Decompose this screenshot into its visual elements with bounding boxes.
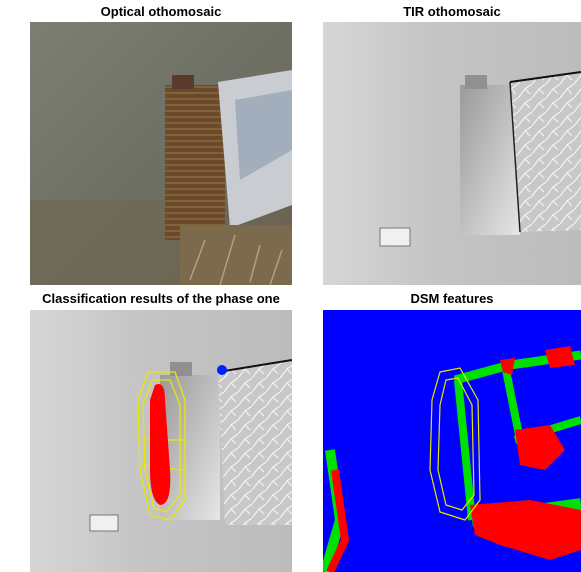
tir-image	[323, 22, 581, 285]
optical-image	[30, 22, 292, 285]
dsm-image	[323, 310, 581, 572]
classification-image	[30, 310, 292, 572]
panel-title: DSM features	[410, 291, 493, 306]
figure: Optical othomosaic TIR othomosaic Classi…	[0, 0, 581, 572]
panel-title: TIR othomosaic	[403, 4, 501, 19]
panel-title: Optical othomosaic	[101, 4, 222, 19]
panel-title: Classification results of the phase one	[42, 291, 280, 306]
